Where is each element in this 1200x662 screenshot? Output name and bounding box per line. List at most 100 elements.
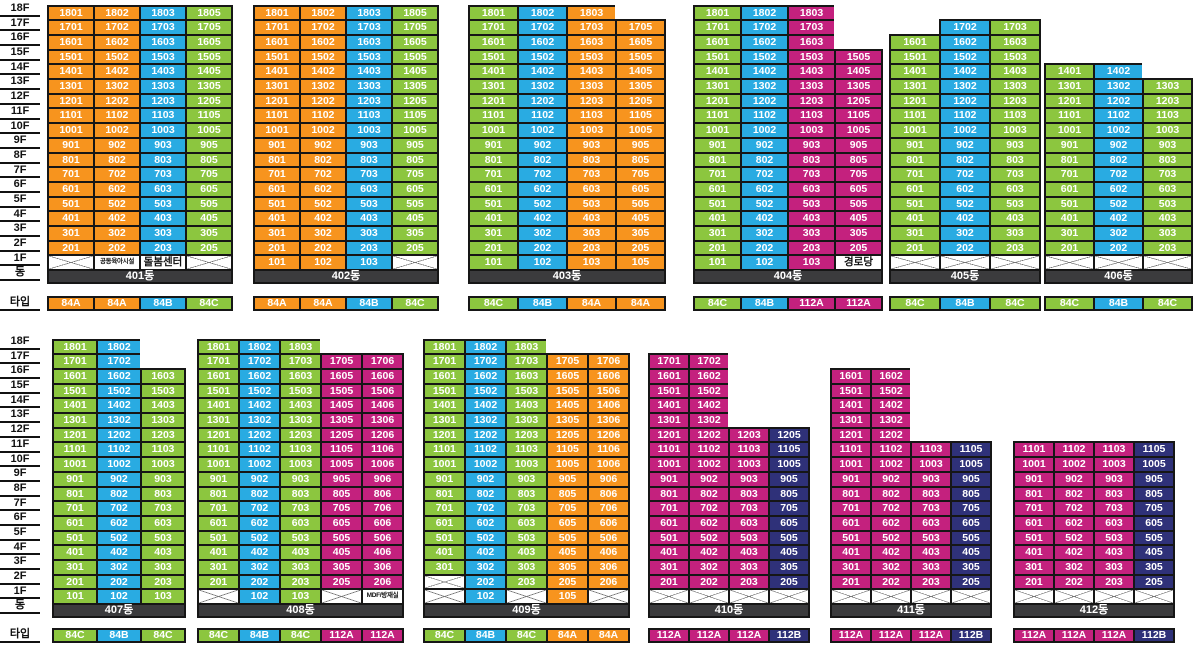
unit-cell: 1801 xyxy=(54,340,96,354)
unit-cell: 705 xyxy=(322,502,361,515)
unit-cell: 1503 xyxy=(281,384,320,398)
type-cell: 84A xyxy=(301,298,345,309)
unit-cell: 1306 xyxy=(589,414,628,427)
unit-cell: 1201 xyxy=(650,428,688,442)
unit-cell: 405 xyxy=(952,546,990,559)
unit-cell: 603 xyxy=(568,182,615,196)
unit-cell: 1802 xyxy=(95,6,139,20)
unit-cell: 801 xyxy=(425,487,464,501)
unit-cell: 1503 xyxy=(507,384,546,398)
unit-cell: 503 xyxy=(1095,531,1133,545)
building-name-bar: 404동 xyxy=(693,269,883,284)
type-cell: 112A xyxy=(322,630,361,641)
unit-cell: 601 xyxy=(695,182,740,196)
closed-cell xyxy=(991,256,1039,269)
unit-cell: 802 xyxy=(941,153,989,167)
unit-cell: 1106 xyxy=(589,443,628,457)
unit-cell: 1102 xyxy=(941,109,989,123)
unit-cell: 603 xyxy=(789,182,834,196)
unit-cell: 803 xyxy=(1095,487,1133,501)
unit-cell: 801 xyxy=(255,153,299,167)
unit-cell: 205 xyxy=(770,575,808,589)
unit-cell: 705 xyxy=(1135,502,1173,515)
unit-cell: 1503 xyxy=(347,50,391,64)
type-cell: 112A xyxy=(1055,630,1093,641)
unit-cell: 1403 xyxy=(142,399,184,413)
dong-axis-label: 동 xyxy=(0,266,40,282)
unit-cell: 1601 xyxy=(255,36,299,49)
unit-cell: 1601 xyxy=(425,370,464,383)
floor-label: 8F xyxy=(0,482,40,497)
unit-cell: 1502 xyxy=(519,50,566,64)
unit-cell: 1601 xyxy=(650,370,688,383)
unit-cell: 601 xyxy=(891,182,939,196)
unit-cell: 503 xyxy=(281,531,320,545)
type-cell: 84C xyxy=(54,630,96,641)
type-cell: 84B xyxy=(941,298,989,309)
unit-cell: 1401 xyxy=(891,65,939,79)
unit-cell: 703 xyxy=(141,168,185,181)
unit-cell: 1801 xyxy=(49,6,93,20)
unit-cell: 1701 xyxy=(255,21,299,34)
dong-axis-label: 동 xyxy=(0,599,40,615)
unit-cell: 201 xyxy=(650,575,688,589)
building-name-bar: 411동 xyxy=(830,603,992,618)
unit-cell: 1005 xyxy=(548,458,587,471)
unit-cell: 1503 xyxy=(991,50,1039,64)
unit-cell: 405 xyxy=(187,212,231,225)
unit-cell: 705 xyxy=(836,168,881,181)
unit-cell: 401 xyxy=(1046,212,1093,225)
unit-cell: 1602 xyxy=(98,370,140,383)
type-cell: 84C xyxy=(393,298,437,309)
unit-cell: 602 xyxy=(301,182,345,196)
unit-cell: 805 xyxy=(1135,487,1173,501)
unit-cell: 1201 xyxy=(54,428,96,442)
unit-cell: 1005 xyxy=(836,124,881,137)
unit-cell: 805 xyxy=(393,153,437,167)
unit-cell: 402 xyxy=(519,212,566,225)
unit-cell: 301 xyxy=(832,560,870,574)
unit-cell: 305 xyxy=(1135,560,1173,574)
unit-cell: 1003 xyxy=(142,458,184,471)
unit-cell: 1602 xyxy=(690,370,728,383)
floor-label: 14F xyxy=(0,394,40,409)
unit-cell: 1101 xyxy=(1046,109,1093,123)
unit-cell: 1601 xyxy=(832,370,870,383)
unit-cell: 702 xyxy=(690,502,728,515)
unit-cell: 1102 xyxy=(240,443,279,457)
type-row: 84C 84B 112A 112A xyxy=(693,296,883,311)
unit-column: 1303 1203 1103 1003 903 803 703 603 503 403 303 203 xyxy=(1142,78,1193,269)
unit-cell: 1802 xyxy=(240,340,279,354)
unit-cell: 1303 xyxy=(141,80,185,93)
closed-cell xyxy=(872,590,910,603)
unit-cell: 902 xyxy=(240,472,279,486)
unit-column: 1101 1001 901 801 701 601 501 401 301 201 xyxy=(1013,441,1053,603)
unit-cell: 805 xyxy=(770,487,808,501)
unit-cell: 403 xyxy=(141,212,185,225)
type-cell: 112A xyxy=(872,630,910,641)
unit-column: 1105 1005 905 805 705 605 505 405 305 205 xyxy=(950,441,992,603)
unit-cell: 201 xyxy=(695,241,740,255)
unit-cell: 1405 xyxy=(836,65,881,79)
unit-cell: 1605 xyxy=(548,370,587,383)
closed-cell xyxy=(425,575,464,589)
unit-cell: 203 xyxy=(142,575,184,589)
unit-cell: 401 xyxy=(891,212,939,225)
unit-cell: 802 xyxy=(466,487,505,501)
unit-cell: 1401 xyxy=(255,65,299,79)
unit-cell: 402 xyxy=(941,212,989,225)
building-name-bar: 406동 xyxy=(1044,269,1193,284)
unit-cell: 603 xyxy=(912,516,950,530)
floor-label: 11F xyxy=(0,105,40,120)
unit-cell: 1701 xyxy=(470,21,517,34)
unit-cell: 605 xyxy=(770,516,808,530)
unit-cell: 803 xyxy=(1144,153,1191,167)
unit-cell: 601 xyxy=(49,182,93,196)
unit-cell: 1702 xyxy=(240,355,279,368)
unit-cell: 402 xyxy=(1055,546,1093,559)
unit-cell: 1302 xyxy=(941,80,989,93)
unit-cell: 203 xyxy=(141,241,185,255)
unit-cell: 806 xyxy=(589,487,628,501)
unit-cell: 1305 xyxy=(393,80,437,93)
closed-cell xyxy=(393,256,437,269)
